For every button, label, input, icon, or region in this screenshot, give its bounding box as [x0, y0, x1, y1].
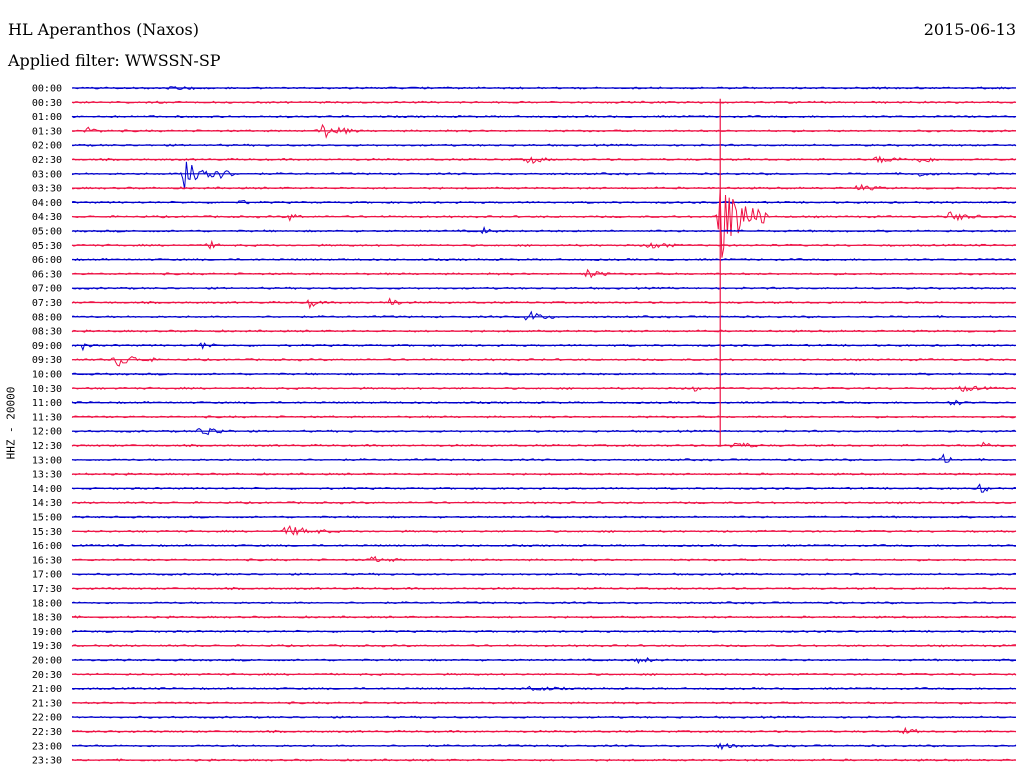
- time-tick-label: 06:30: [32, 269, 62, 280]
- time-tick-label: 19:30: [32, 641, 62, 652]
- trace-line: [71, 726, 1017, 735]
- trace-line: [71, 453, 1017, 463]
- time-tick-label: 08:30: [32, 327, 62, 338]
- station-title: HL Aperanthos (Naxos): [8, 20, 199, 39]
- time-tick-label: 22:30: [32, 727, 62, 738]
- time-tick-label: 12:00: [32, 427, 62, 438]
- time-tick-label: 06:00: [32, 255, 62, 266]
- time-tick-label: 18:30: [32, 613, 62, 624]
- trace-line: [71, 525, 1017, 536]
- time-tick-label: 23:30: [32, 756, 62, 767]
- time-tick-label: 01:30: [32, 126, 62, 137]
- time-tick-label: 04:00: [32, 198, 62, 209]
- time-tick-label: 16:30: [32, 555, 62, 566]
- filter-label: Applied filter: WWSSN-SP: [8, 51, 221, 70]
- time-tick-label: 05:00: [32, 227, 62, 238]
- time-tick-label: 12:30: [32, 441, 62, 452]
- time-tick-label: 05:30: [32, 241, 62, 252]
- time-tick-label: 14:30: [32, 498, 62, 509]
- time-tick-label: 10:00: [32, 370, 62, 381]
- time-tick-label: 01:00: [32, 112, 62, 123]
- time-tick-label: 03:00: [32, 169, 62, 180]
- time-tick-label: 15:30: [32, 527, 62, 538]
- time-tick-label: 23:00: [32, 741, 62, 752]
- time-tick-label: 02:00: [32, 141, 62, 152]
- time-tick-label: 04:30: [32, 212, 62, 223]
- time-tick-label: 13:30: [32, 470, 62, 481]
- time-tick-label: 03:30: [32, 184, 62, 195]
- time-tick-label: 21:00: [32, 684, 62, 695]
- date-label: 2015-06-13: [923, 20, 1016, 39]
- time-tick-label: 13:00: [32, 455, 62, 466]
- time-tick-label: 11:00: [32, 398, 62, 409]
- time-tick-label: 07:30: [32, 298, 62, 309]
- time-tick-label: 00:30: [32, 98, 62, 109]
- time-tick-label: 21:30: [32, 698, 62, 709]
- time-tick-label: 20:00: [32, 656, 62, 667]
- time-tick-label: 20:30: [32, 670, 62, 681]
- trace-line: [71, 183, 1017, 191]
- time-tick-label: 09:30: [32, 355, 62, 366]
- time-tick-label: 07:00: [32, 284, 62, 295]
- time-tick-label: 08:00: [32, 312, 62, 323]
- time-tick-label: 16:00: [32, 541, 62, 552]
- time-tick-label: 14:00: [32, 484, 62, 495]
- time-tick-label: 19:00: [32, 627, 62, 638]
- time-tick-label: 10:30: [32, 384, 62, 395]
- time-tick-label: 22:00: [32, 713, 62, 724]
- trace-line: [71, 310, 1017, 321]
- time-tick-label: 00:00: [32, 84, 62, 95]
- trace-line: [71, 441, 1017, 448]
- trace-line: [71, 355, 1016, 367]
- time-tick-label: 11:30: [32, 412, 62, 423]
- trace-line: [71, 297, 1017, 310]
- time-tick-label: 15:00: [32, 513, 62, 524]
- time-tick-label: 09:00: [32, 341, 62, 352]
- trace-line: [71, 342, 1017, 352]
- trace-line: [71, 555, 1017, 563]
- trace-line: [71, 161, 1017, 190]
- time-tick-label: 17:00: [32, 570, 62, 581]
- time-tick-label: 18:00: [32, 598, 62, 609]
- time-tick-label: 17:30: [32, 584, 62, 595]
- time-tick-label: 02:30: [32, 155, 62, 166]
